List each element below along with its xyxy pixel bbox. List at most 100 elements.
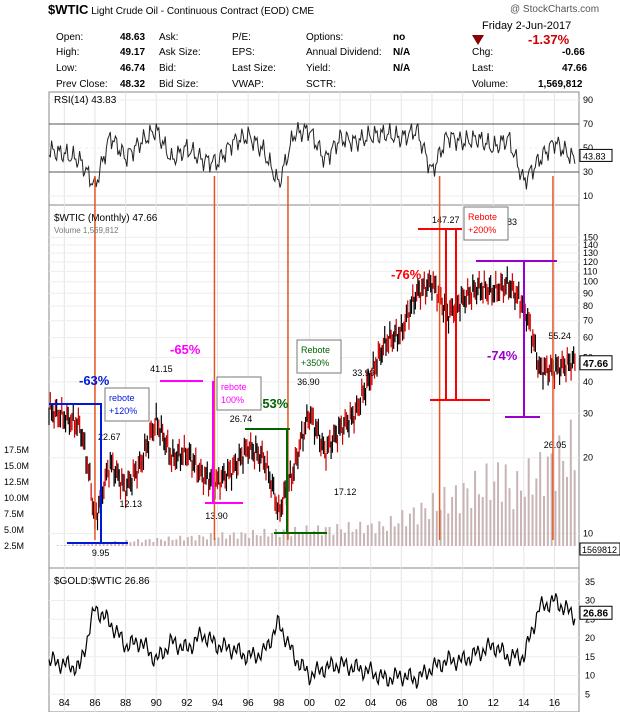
volume-bar — [428, 519, 431, 546]
x-tick-label: 16 — [549, 698, 561, 709]
volume-bar — [374, 533, 377, 546]
price-annotation: 12.13 — [119, 499, 142, 509]
volume-last-value: 1569812 — [582, 545, 617, 555]
volume-bar — [332, 534, 335, 546]
quote-label: P/E: — [232, 32, 251, 43]
volume-bar — [504, 464, 507, 546]
volume-bar — [167, 536, 170, 546]
volume-bar — [106, 542, 109, 546]
volume-bar — [412, 507, 415, 546]
volume-bar — [485, 463, 488, 546]
volume-bar — [554, 490, 557, 546]
price-annotation: 36.90 — [297, 377, 320, 387]
rebound-label: rebote — [221, 382, 247, 392]
quote-label: Ask Size: — [159, 47, 201, 58]
volume-bar — [539, 452, 542, 546]
x-tick-label: 12 — [488, 698, 500, 709]
price-label: $WTIC (Monthly) 47.66 — [54, 213, 158, 224]
rebound-label: rebote — [109, 393, 135, 403]
rebound-value: +120% — [109, 406, 137, 416]
volume-tick-label: 5.0M — [4, 525, 24, 535]
quote-value: 48.32 — [120, 79, 146, 90]
rebound-value: 100% — [221, 395, 244, 405]
volume-bar — [290, 536, 293, 546]
volume-last-box — [579, 542, 620, 556]
volume-bar — [477, 494, 480, 546]
gold-ratio-line — [48, 593, 576, 689]
quote-label: Chg: — [472, 47, 494, 58]
quote-label: SCTR: — [306, 79, 336, 90]
x-tick-label: 02 — [334, 698, 346, 709]
date-label: Friday 2-Jun-2017 — [482, 20, 572, 32]
volume-bar — [474, 470, 477, 546]
quote-label: Bid: — [159, 63, 177, 74]
price-annotation: 41.15 — [150, 364, 173, 374]
watermark-label: @ StockCharts.com — [510, 4, 600, 15]
volume-tick-label: 7.5M — [4, 509, 24, 519]
volume-bar — [355, 529, 358, 546]
volume-bar — [232, 532, 235, 546]
volume-bar — [546, 456, 549, 546]
price-last-box — [579, 355, 613, 371]
volume-tick-label: 12.5M — [4, 477, 29, 487]
volume-bar — [206, 539, 209, 546]
price-tick-label: 100 — [583, 277, 598, 287]
volume-bar — [431, 493, 434, 546]
quote-label: High: — [56, 47, 80, 58]
volume-bar — [508, 488, 511, 546]
volume-bar — [393, 526, 396, 546]
volume-bar — [305, 525, 308, 546]
rebound-value: +350% — [301, 358, 329, 368]
volume-bar — [133, 541, 136, 546]
gold-label: $GOLD:$WTIC 26.86 — [54, 576, 150, 587]
rsi-tick-label: 90 — [583, 95, 593, 105]
rsi-tick-label: 10 — [583, 191, 593, 201]
volume-bar — [202, 536, 205, 546]
volume-bar — [550, 453, 553, 546]
price-tick-label: 150 — [583, 232, 598, 242]
volume-bar — [68, 545, 71, 546]
rsi-tick-label: 50 — [583, 143, 593, 153]
change-pct: -1.37% — [528, 32, 570, 47]
volume-bar — [160, 539, 163, 546]
volume-bar — [271, 532, 274, 546]
gold-last-box — [579, 605, 613, 620]
volume-bar — [186, 537, 189, 546]
volume-bar — [129, 542, 132, 546]
price-annotation: 9.95 — [92, 548, 110, 558]
volume-bar — [140, 542, 143, 546]
volume-bar — [543, 496, 546, 546]
volume-bar — [137, 539, 140, 546]
gold-tick-label: 5 — [585, 689, 590, 699]
x-tick-label: 90 — [151, 698, 163, 709]
volume-bar — [351, 531, 354, 546]
x-tick-label: 14 — [518, 698, 530, 709]
rebound-box — [296, 339, 342, 374]
volume-bar — [340, 529, 343, 546]
quote-value: no — [393, 32, 406, 43]
volume-bar — [466, 488, 469, 546]
volume-bar — [64, 544, 67, 546]
volume-bar — [520, 490, 523, 546]
volume-bar — [370, 523, 373, 546]
volume-bar — [454, 485, 457, 546]
volume-bar — [102, 542, 105, 546]
quote-label: Ask: — [159, 32, 179, 43]
gold-tick-label: 20 — [585, 633, 595, 643]
volume-bar — [179, 535, 182, 546]
volume-bar — [320, 535, 323, 546]
volume-bar — [228, 534, 231, 546]
volume-bar — [512, 509, 515, 546]
rsi-last-box — [579, 148, 613, 162]
volume-bar — [366, 525, 369, 546]
x-tick-label: 86 — [89, 698, 101, 709]
price-tick-label: 70 — [583, 316, 593, 326]
volume-bar — [558, 435, 561, 546]
quote-label: Volume: — [472, 79, 509, 90]
x-tick-label: 00 — [304, 698, 316, 709]
volume-tick-label: 2.5M — [4, 541, 24, 551]
rsi-tick-label: 30 — [583, 167, 593, 177]
volume-bar — [98, 544, 101, 546]
volume-bar — [447, 513, 450, 546]
